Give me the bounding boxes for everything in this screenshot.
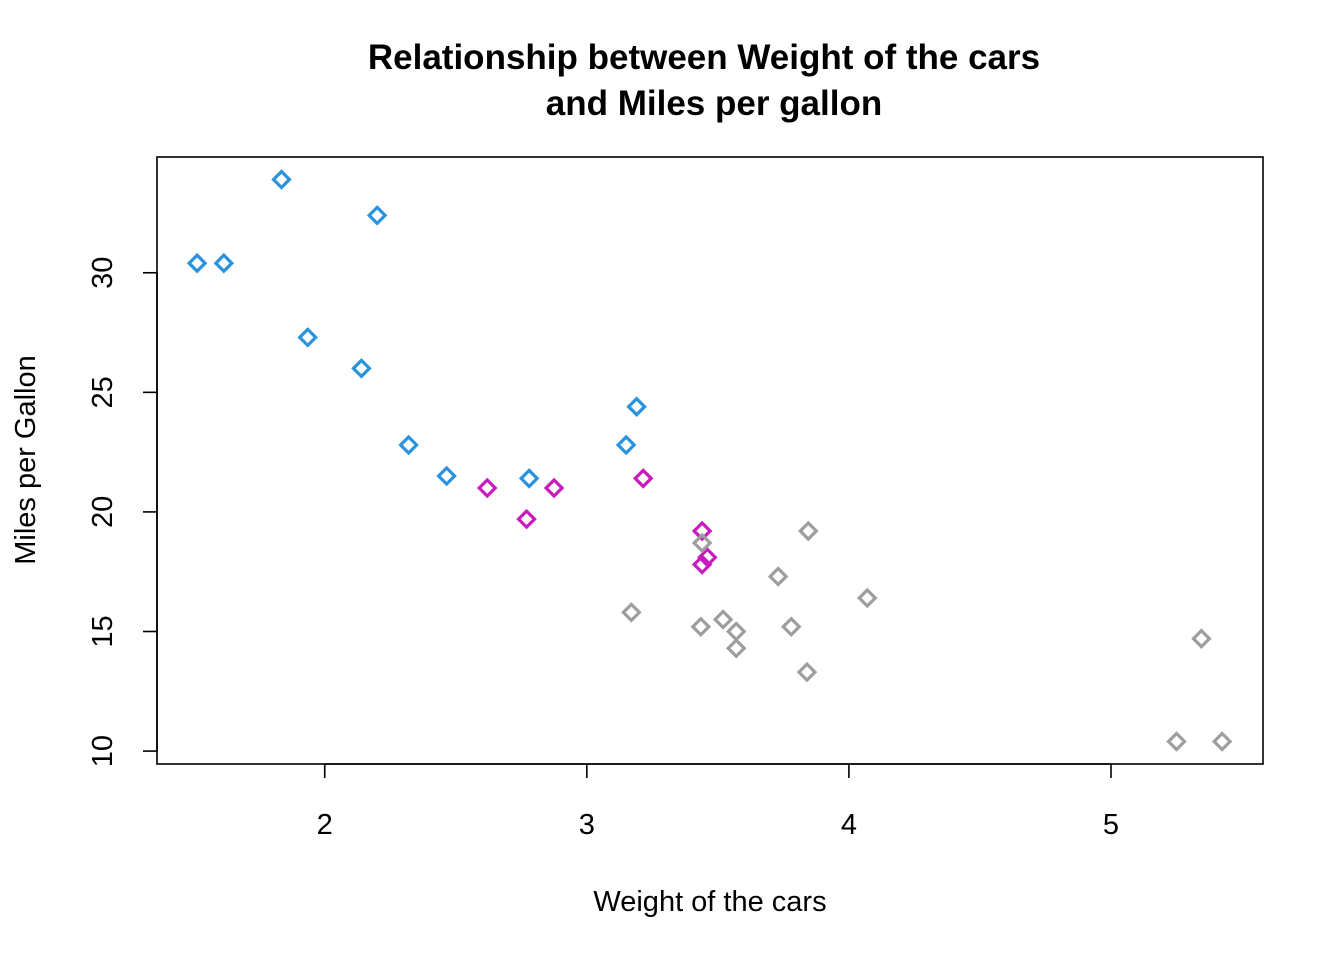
data-point-series-3 — [796, 661, 818, 683]
data-point-series-3 — [691, 532, 713, 554]
data-point-series-3 — [621, 602, 642, 623]
x-axis-label: Weight of the cars — [593, 886, 826, 918]
y-axis-label: Miles per Gallon — [10, 355, 42, 565]
data-point-series-2 — [543, 477, 565, 499]
data-point-series-1 — [626, 396, 647, 417]
x-axis: 2 3 4 5 — [317, 763, 1119, 841]
data-point-series-1 — [213, 252, 235, 274]
data-point-series-2 — [476, 477, 498, 499]
x-tick-label: 2 — [317, 809, 333, 841]
data-point-series-3 — [1211, 731, 1233, 752]
data-point-series-2 — [691, 520, 713, 542]
data-point-series-3 — [780, 616, 802, 637]
y-tick-label: 10 — [87, 735, 119, 767]
y-axis: 10 15 20 25 30 — [87, 257, 158, 767]
chart-title-line-1: Relationship between Weight of the cars — [368, 38, 1040, 77]
points-layer — [186, 169, 1233, 752]
data-point-series-3 — [712, 609, 734, 630]
data-point-series-2 — [632, 468, 654, 489]
data-point-series-3 — [767, 566, 789, 587]
data-point-series-1 — [297, 327, 318, 348]
data-point-series-3 — [1166, 731, 1187, 752]
data-point-series-1 — [398, 434, 419, 456]
data-point-series-3 — [1191, 628, 1212, 649]
chart-title-line-2: and Miles per gallon — [546, 84, 882, 123]
data-point-series-3 — [725, 637, 747, 659]
data-point-series-1 — [351, 358, 372, 379]
y-tick-label: 15 — [87, 615, 119, 647]
data-point-series-3 — [798, 520, 819, 542]
data-point-series-1 — [366, 205, 388, 226]
y-tick-label: 30 — [87, 257, 119, 289]
x-tick-label: 4 — [841, 809, 857, 841]
data-point-series-2 — [516, 508, 537, 530]
plot-frame — [156, 156, 1264, 765]
data-point-series-3 — [690, 616, 712, 637]
data-point-series-1 — [271, 169, 292, 190]
y-tick-label: 20 — [87, 496, 119, 528]
data-point-series-1 — [436, 465, 457, 487]
data-point-series-1 — [186, 252, 208, 274]
y-tick-label: 25 — [87, 376, 119, 408]
data-point-series-3 — [856, 587, 878, 609]
data-point-series-1 — [615, 434, 637, 456]
x-tick-label: 5 — [1103, 809, 1119, 841]
x-tick-label: 3 — [579, 809, 595, 841]
data-point-series-3 — [725, 621, 747, 642]
data-point-series-2 — [691, 554, 713, 575]
data-point-series-1 — [518, 468, 540, 489]
